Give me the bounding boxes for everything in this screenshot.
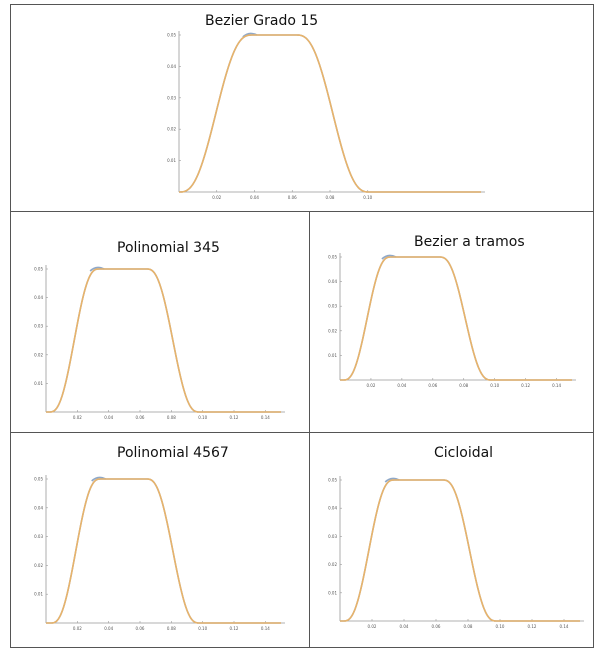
y-tick-label: 0.01 <box>34 592 43 597</box>
series-line-reference <box>46 268 281 413</box>
x-tick-label: 0.10 <box>198 626 207 631</box>
y-tick-label: 0.01 <box>34 381 43 386</box>
chart-title: Polinomial 345 <box>117 240 220 256</box>
chart-panel-polinomial-4567: Polinomial 4567 0.02 0.04 0.06 0.08 0.10 0.12… <box>10 432 310 648</box>
y-tick-label: 0.05 <box>328 255 337 260</box>
y-tick-label: 0.02 <box>328 562 337 567</box>
x-tick-label: 0.10 <box>490 383 499 388</box>
x-tick-label: 0.02 <box>73 415 82 420</box>
x-tick-label: 0.08 <box>326 195 335 200</box>
y-tick-label: 0.01 <box>167 158 176 163</box>
y-tick-label: 0.04 <box>328 506 337 511</box>
x-tick-label: 0.08 <box>464 624 473 629</box>
x-tick-label: 0.04 <box>400 624 409 629</box>
x-tick-label: 0.02 <box>212 195 221 200</box>
y-tick-label: 0.01 <box>328 590 337 595</box>
y-tick-label: 0.04 <box>34 505 43 510</box>
x-tick-label: 0.12 <box>521 383 530 388</box>
y-tick-label: 0.05 <box>34 267 43 272</box>
series-line-reference <box>340 479 580 622</box>
chart-panel-bezier-15: Bezier Grado 15 0.02 0.04 0.06 0.08 0.10 0.01… <box>10 4 594 212</box>
series-line-reference <box>46 478 281 624</box>
chart-svg: 0.02 0.04 0.06 0.08 0.10 0.12 0.14 0.01 0.02 0.03… <box>328 476 584 629</box>
y-tick-label: 0.03 <box>34 534 43 539</box>
y-tick-label: 0.03 <box>34 324 43 329</box>
x-tick-label: 0.10 <box>198 415 207 420</box>
x-tick-label: 0.06 <box>136 415 145 420</box>
series-line-profile <box>340 479 580 622</box>
y-tick-label: 0.05 <box>167 33 176 38</box>
series-line-reference <box>179 34 481 193</box>
x-tick-label: 0.12 <box>230 415 239 420</box>
chart-svg: 0.02 0.04 0.06 0.08 0.10 0.12 0.14 0.01 0.02 0.03… <box>34 475 285 631</box>
y-tick-label: 0.02 <box>167 127 176 132</box>
chart-title: Polinomial 4567 <box>117 445 229 461</box>
x-tick-label: 0.12 <box>528 624 537 629</box>
x-tick-label: 0.08 <box>167 626 176 631</box>
x-tick-label: 0.14 <box>560 624 569 629</box>
series-line-profile <box>179 34 481 193</box>
series-line-profile <box>340 256 572 381</box>
x-tick-label: 0.04 <box>397 383 406 388</box>
x-tick-label: 0.04 <box>104 415 113 420</box>
series-line-profile <box>46 478 281 624</box>
y-tick-label: 0.04 <box>328 279 337 284</box>
x-tick-label: 0.02 <box>73 626 82 631</box>
x-tick-label: 0.08 <box>459 383 468 388</box>
series-line-reference <box>340 256 572 381</box>
chart-panel-polinomial-345: Polinomial 345 0.02 0.04 0.06 0.08 0.10 0.12 0… <box>10 211 310 433</box>
x-tick-label: 0.14 <box>261 626 270 631</box>
x-tick-label: 0.04 <box>104 626 113 631</box>
y-tick-label: 0.02 <box>34 563 43 568</box>
y-tick-label: 0.02 <box>34 352 43 357</box>
y-tick-label: 0.03 <box>167 95 176 100</box>
chart-svg: 0.02 0.04 0.06 0.08 0.10 0.01 0.02 0.03 0.04 0.05 <box>167 31 485 200</box>
x-tick-label: 0.12 <box>230 626 239 631</box>
x-tick-label: 0.02 <box>368 624 377 629</box>
x-tick-label: 0.14 <box>261 415 270 420</box>
x-tick-label: 0.10 <box>363 195 372 200</box>
x-tick-label: 0.10 <box>496 624 505 629</box>
chart-title: Bezier Grado 15 <box>205 13 319 29</box>
y-tick-label: 0.05 <box>328 478 337 483</box>
chart-svg: 0.02 0.04 0.06 0.08 0.10 0.12 0.14 0.01 0.02 0.03… <box>328 253 576 388</box>
series-line-profile <box>46 268 281 413</box>
y-tick-label: 0.03 <box>328 304 337 309</box>
y-tick-label: 0.03 <box>328 534 337 539</box>
x-tick-label: 0.06 <box>432 624 441 629</box>
chart-panel-cicloidal: Cicloidal 0.02 0.04 0.06 0.08 0.10 0.12 0.14 0.… <box>309 432 594 648</box>
x-tick-label: 0.08 <box>167 415 176 420</box>
chart-panel-bezier-tramos: Bezier a tramos 0.02 0.04 0.06 0.08 0.10 0.12… <box>309 211 594 433</box>
y-tick-label: 0.02 <box>328 328 337 333</box>
y-tick-label: 0.04 <box>167 64 176 69</box>
y-tick-label: 0.04 <box>34 295 43 300</box>
y-tick-label: 0.05 <box>34 477 43 482</box>
x-tick-label: 0.04 <box>250 195 259 200</box>
x-tick-label: 0.06 <box>428 383 437 388</box>
x-tick-label: 0.14 <box>552 383 561 388</box>
chart-title: Bezier a tramos <box>414 234 525 250</box>
x-tick-label: 0.06 <box>288 195 297 200</box>
chart-title: Cicloidal <box>434 445 494 461</box>
x-tick-label: 0.02 <box>366 383 375 388</box>
x-tick-label: 0.06 <box>136 626 145 631</box>
chart-svg: 0.02 0.04 0.06 0.08 0.10 0.12 0.14 0.01 0.02 0.03… <box>34 265 285 420</box>
y-tick-label: 0.01 <box>328 353 337 358</box>
